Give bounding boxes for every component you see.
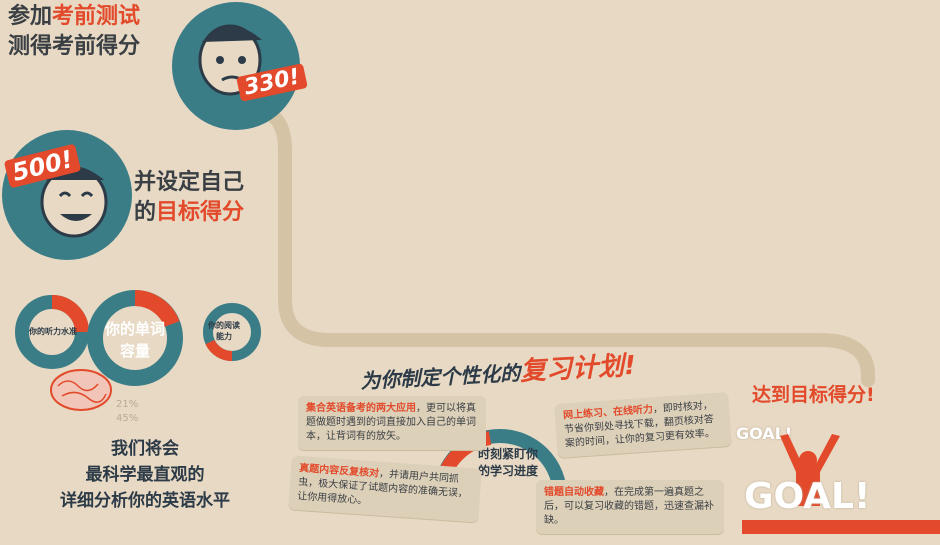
brain-icon [50, 369, 112, 411]
listening-donut [15, 295, 89, 369]
analysis-text: 我们将会 最科学最直观的 详细分析你的英语水平 [60, 439, 230, 511]
vocab-label: 你的单词容量 [104, 320, 165, 360]
student-face-icon [198, 24, 262, 96]
goal-bar [742, 520, 940, 534]
card-vocab-app: 集合英语备考的两大应用，更可以将真题做题时遇到的词直接加入自己的单词本，让背词有… [298, 396, 486, 450]
listening-label: 你的听力水准 [29, 327, 77, 336]
card-wrong-answers: 错题自动收藏，在完成第一遍真题之后，可以复习收藏的错题，迅速查漏补缺。 [536, 480, 724, 534]
reading-donut [203, 303, 261, 362]
student-happy-icon [40, 166, 108, 238]
pct-labels: 21% 45% [116, 399, 139, 424]
goal-big: GOAL! [744, 476, 871, 517]
step2-text: 并设定自己 的目标得分 [134, 170, 245, 225]
step1-text: 参加考前测试 测得考前得分 [8, 4, 141, 59]
reading-label: 你的阅读能力 [208, 321, 240, 341]
goal-title: 达到目标得分! [752, 384, 875, 406]
vocab-donut [87, 290, 183, 386]
goal-small: GOAL! [736, 424, 793, 443]
progress-center-text: 时刻紧盯你 的学习进度 [477, 447, 538, 478]
student-illustration-1 [172, 2, 300, 130]
celebrating-person-icon [780, 434, 840, 506]
skill-donuts [15, 290, 261, 386]
